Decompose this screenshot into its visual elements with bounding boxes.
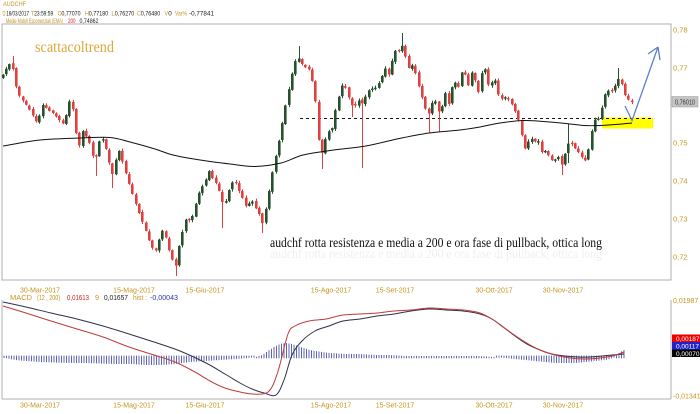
svg-text:O: O (58, 11, 62, 18)
svg-text:30-Mar-2017: 30-Mar-2017 (20, 288, 60, 295)
svg-text:0,00117: 0,00117 (676, 343, 699, 350)
svg-text:30-Nov-2017: 30-Nov-2017 (543, 288, 584, 295)
svg-text:9: 9 (95, 295, 99, 302)
svg-text:-0,00043: -0,00043 (150, 295, 178, 302)
svg-text:15-Giu-2017: 15-Giu-2017 (186, 288, 225, 295)
svg-text:0,00187: 0,00187 (676, 336, 700, 343)
svg-text:30-Ott-2017: 30-Ott-2017 (475, 403, 512, 410)
svg-text:0: 0 (168, 11, 172, 18)
svg-text:15-Ago-2017: 15-Ago-2017 (311, 403, 352, 410)
svg-text:Medie Mobili Esponenziali (EMA: Medie Mobili Esponenziali (EMA) (6, 18, 63, 25)
svg-text:30-Nov-2017: 30-Nov-2017 (543, 403, 584, 410)
svg-text:0,01613: 0,01613 (67, 295, 89, 302)
svg-text:H: H (85, 11, 89, 18)
svg-text:15-Mag-2017: 15-Mag-2017 (113, 288, 155, 295)
svg-text:15-Giu-2017: 15-Giu-2017 (186, 403, 225, 410)
svg-text:AUDCHF: AUDCHF (3, 1, 26, 8)
svg-text:15-Set-2017: 15-Set-2017 (376, 403, 415, 410)
svg-text:0,76270: 0,76270 (115, 11, 135, 18)
svg-text:23:59:59: 23:59:59 (34, 11, 53, 18)
svg-text:30-Mar-2017: 30-Mar-2017 (20, 403, 60, 410)
svg-text:0,01987: 0,01987 (673, 298, 698, 305)
svg-text:audchf rotta resistenza e medi: audchf rotta resistenza e media a 200 e … (270, 246, 602, 261)
svg-text:15-Set-2017: 15-Set-2017 (376, 288, 415, 295)
svg-text:-0,01341: -0,01341 (673, 394, 700, 401)
svg-text:0,76010: 0,76010 (675, 98, 695, 107)
svg-text:0,00070: 0,00070 (676, 351, 700, 358)
svg-text:0,01657: 0,01657 (104, 295, 128, 302)
svg-text:Var%: Var% (175, 11, 187, 18)
svg-text:hist :: hist : (133, 295, 147, 302)
svg-text:scattacoltrend: scattacoltrend (35, 39, 114, 56)
svg-text:T: T (31, 11, 35, 18)
svg-text:D: D (3, 11, 6, 18)
svg-text:200: 200 (68, 18, 76, 25)
svg-text:0,77180: 0,77180 (89, 11, 109, 18)
svg-text:15-Mag-2017: 15-Mag-2017 (113, 403, 155, 410)
svg-text:0,78: 0,78 (673, 26, 688, 35)
svg-text:30-Ott-2017: 30-Ott-2017 (475, 288, 512, 295)
svg-text:C: C (137, 11, 141, 18)
svg-text:0,74862: 0,74862 (80, 18, 99, 25)
svg-text:0,75: 0,75 (673, 139, 688, 148)
svg-text:15-Ago-2017: 15-Ago-2017 (311, 288, 352, 295)
svg-text:V: V (165, 11, 169, 18)
svg-text:L: L (111, 11, 115, 18)
svg-text:0,74: 0,74 (673, 177, 688, 186)
svg-text:0,77: 0,77 (673, 64, 688, 73)
svg-text:0,77070: 0,77070 (62, 11, 81, 18)
svg-text:MACD: MACD (10, 295, 32, 302)
svg-text:audchf rotta resistenza e medi: audchf rotta resistenza e media a 200 e … (270, 235, 602, 250)
svg-text:(12 , 200): (12 , 200) (37, 295, 60, 302)
svg-text:0,73: 0,73 (673, 215, 688, 224)
svg-text:0,72: 0,72 (673, 253, 688, 262)
svg-text:0,76480: 0,76480 (141, 11, 161, 18)
svg-text:-0,77841: -0,77841 (189, 11, 214, 18)
svg-text:16/03/2017: 16/03/2017 (6, 11, 29, 18)
